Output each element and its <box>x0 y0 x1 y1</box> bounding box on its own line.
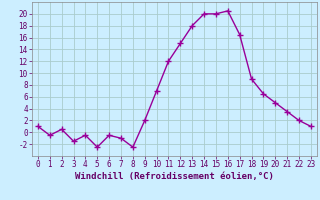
X-axis label: Windchill (Refroidissement éolien,°C): Windchill (Refroidissement éolien,°C) <box>75 172 274 181</box>
